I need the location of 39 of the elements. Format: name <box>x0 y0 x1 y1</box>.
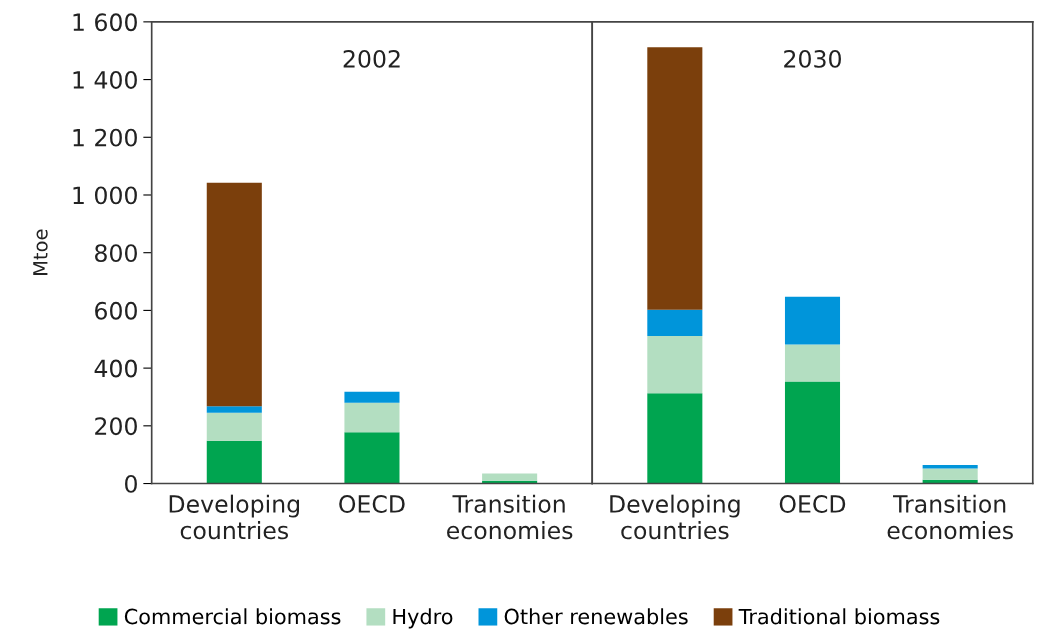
legend-label: Commercial biomass <box>124 608 341 625</box>
x-tick-label: Transition economies <box>887 494 1013 540</box>
y-tick-label: 1 400 <box>73 71 137 89</box>
y-tick-label: 600 <box>95 301 137 320</box>
y-tick-label: 0 <box>125 474 137 493</box>
bar <box>344 432 400 484</box>
legend-label: Traditional biomass <box>738 608 940 625</box>
bar <box>206 440 262 484</box>
legend-label: Hydro <box>393 608 453 629</box>
x-tick-label: Developing countries <box>169 494 299 540</box>
bar <box>647 336 703 394</box>
bar <box>206 412 262 441</box>
bar <box>784 296 841 345</box>
bar <box>784 344 841 382</box>
y-tick-label: 800 <box>95 244 137 263</box>
y-tick-label: 1 200 <box>73 128 137 147</box>
y-tick-label: 200 <box>95 417 137 436</box>
x-tick-label: Transition economies <box>447 494 573 540</box>
bar <box>647 47 703 310</box>
bar <box>784 381 841 484</box>
bar <box>647 309 703 337</box>
bar <box>344 391 400 403</box>
x-tick-label: OECD <box>779 495 846 513</box>
text: 2030 <box>784 49 841 68</box>
bar <box>922 468 978 480</box>
y-tick-label: 1 000 <box>73 186 137 205</box>
bar <box>647 393 703 484</box>
bar <box>482 473 538 481</box>
legend-label: Other renewables <box>504 608 688 625</box>
y-axis-title: Mtoe <box>33 229 48 275</box>
x-tick-label: OECD <box>339 495 405 513</box>
bar <box>922 465 978 469</box>
bar <box>206 182 262 407</box>
y-tick-label: 400 <box>94 359 137 378</box>
text: 2002 <box>343 49 400 68</box>
bar <box>206 406 262 413</box>
x-tick-label: Developing countries <box>610 494 740 540</box>
y-tick-label: 1 600 <box>73 13 137 32</box>
bar <box>344 402 400 433</box>
